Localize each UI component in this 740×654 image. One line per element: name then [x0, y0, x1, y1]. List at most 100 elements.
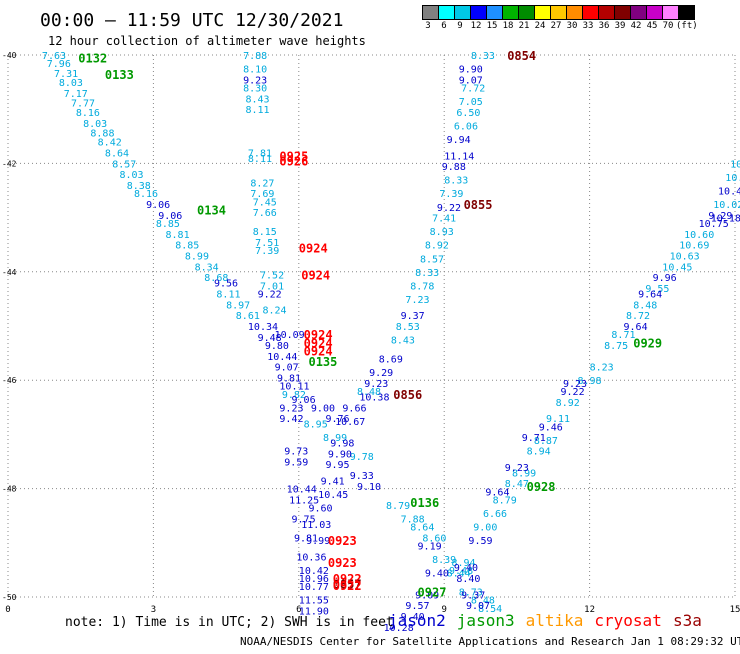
wave-height-value: 10.18 [711, 214, 740, 225]
wave-height-value: 8.75 [604, 341, 628, 352]
pass-label: 0134 [197, 203, 226, 217]
wave-height-value: 10.45 [318, 490, 348, 501]
color-scale-value: 6 [441, 21, 447, 31]
wave-height-value: 9.23 [243, 75, 267, 86]
wave-height-value: 8.03 [83, 119, 107, 130]
wave-height-value: 10.77 [299, 582, 329, 593]
wave-height-value: 9.22 [437, 203, 461, 214]
wave-height-value: 10.44 [267, 352, 297, 363]
wave-height-value: 8.57 [420, 254, 444, 265]
wave-height-value: 9.64 [485, 487, 509, 498]
wave-height-value: 8.03 [119, 170, 143, 181]
color-scale-value: 70 [662, 21, 674, 31]
wave-height-value: 9.29 [708, 211, 732, 222]
wave-height-value: 8.94 [527, 447, 551, 458]
color-scale-value: 15 [486, 21, 498, 31]
pass-label: 0857 [333, 577, 362, 591]
wave-height-value: 8.24 [262, 306, 286, 317]
wave-height-value: 7.23 [405, 295, 429, 306]
axis-tick-labels: 0 3 6 9 12 15 -40 -42 -44 -46 -48 -50 [2, 51, 740, 615]
color-swatch [566, 5, 583, 20]
color-scale-value: 33 [582, 21, 594, 31]
wave-height-value: 9.46 [539, 422, 563, 433]
wave-height-value: 8.95 [304, 420, 328, 431]
x-tick-label: 15 [730, 605, 740, 615]
wave-height-value: 8.10 [243, 65, 267, 76]
wave-height-value: 9.90 [328, 449, 352, 460]
wave-height-value: 8.48 [633, 300, 657, 311]
wave-height-value: 7.01 [260, 281, 284, 292]
pass-label: 0929 [633, 336, 662, 350]
x-tick-label: 9 [441, 605, 446, 615]
wave-height-value: 11.55 [299, 596, 329, 607]
wave-height-value: 8.15 [253, 227, 277, 238]
x-tick-label: 0 [5, 605, 10, 615]
color-swatch [630, 5, 647, 20]
x-tick-label: 3 [151, 605, 156, 615]
footnote: note: 1) Time is in UTC; 2) SWH is in fe… [65, 615, 394, 630]
wave-height-value: 8.11 [216, 289, 240, 300]
y-tick-label: -48 [2, 485, 17, 494]
wave-height-value: 8.99 [323, 433, 347, 444]
wave-height-value: 11.25 [289, 495, 319, 506]
wave-height-value: 9.48 [258, 333, 282, 344]
satellite-name: jason3 [457, 611, 515, 630]
wave-height-value: 8.97 [226, 300, 250, 311]
wave-height-value: 8.48 [357, 387, 381, 398]
wave-height-value: 9.42 [279, 414, 303, 425]
wave-height-value: 9.07 [466, 601, 490, 612]
color-scale [422, 5, 695, 20]
wave-height-value: 10.44 [287, 485, 317, 496]
wave-height-value: 11.90 [299, 607, 329, 618]
wave-height-value: 8.71 [611, 330, 635, 341]
wave-height-value: 9.59 [284, 458, 308, 469]
wave-height-value: 8.38 [127, 181, 151, 192]
color-swatch [614, 5, 631, 20]
wave-height-value: 8.64 [410, 523, 434, 534]
wave-height-value: 8.99 [512, 468, 536, 479]
wave-height-value: 9.23 [505, 463, 529, 474]
color-scale-value: (ft) [676, 21, 698, 31]
color-scale-value: 24 [534, 21, 546, 31]
wave-height-value: 9.48 [449, 566, 473, 577]
color-swatch [598, 5, 615, 20]
wave-height-value: 9.23 [563, 379, 587, 390]
wave-height-value: 10.09 [275, 330, 305, 341]
wave-height-value: 8.85 [156, 219, 180, 230]
wave-height-value: 8.33 [415, 268, 439, 279]
y-tick-label: -40 [2, 51, 17, 60]
wave-height-value: 9.57 [405, 601, 429, 612]
wave-height-value: 8.11 [248, 154, 272, 165]
wave-height-value: 9.94 [447, 135, 471, 146]
pass-label: 0922 [333, 579, 362, 593]
y-tick-label: -46 [2, 376, 17, 385]
wave-height-value: 9.09 [415, 590, 439, 601]
wave-height-value: 9.64 [638, 289, 662, 300]
wave-height-value: 8.33 [471, 51, 495, 62]
pass-label: 0135 [308, 355, 337, 369]
wave-height-value: 7.39 [439, 189, 463, 200]
color-scale-value: 30 [566, 21, 578, 31]
wave-height-value: 10.02 [713, 200, 740, 211]
wave-height-value: 9.00 [473, 523, 497, 534]
wave-height-value: 9.06 [292, 395, 316, 406]
wave-height-value: 9.23 [364, 379, 388, 390]
wave-height-value: 7.69 [250, 189, 274, 200]
wave-height-value: 7.45 [253, 197, 277, 208]
wave-height-value: 8.16 [134, 189, 158, 200]
wave-height-value: 10.67 [335, 417, 365, 428]
wave-height-value: 9.07 [275, 363, 299, 374]
x-tick-label: 12 [584, 605, 595, 615]
wave-height-value: 9.33 [350, 471, 374, 482]
color-swatch [422, 5, 439, 20]
wave-height-value: 9.90 [459, 65, 483, 76]
color-swatch [678, 5, 695, 20]
wave-height-value: 9.60 [308, 504, 332, 515]
wave-height-value: 9.66 [342, 403, 366, 414]
wave-height-value: 7.72 [461, 84, 485, 95]
wave-height-value: 9.29 [369, 368, 393, 379]
wave-height-value: 8.85 [175, 241, 199, 252]
wave-height-value: 9.19 [418, 542, 442, 553]
wave-height-value: 10.42 [299, 566, 329, 577]
